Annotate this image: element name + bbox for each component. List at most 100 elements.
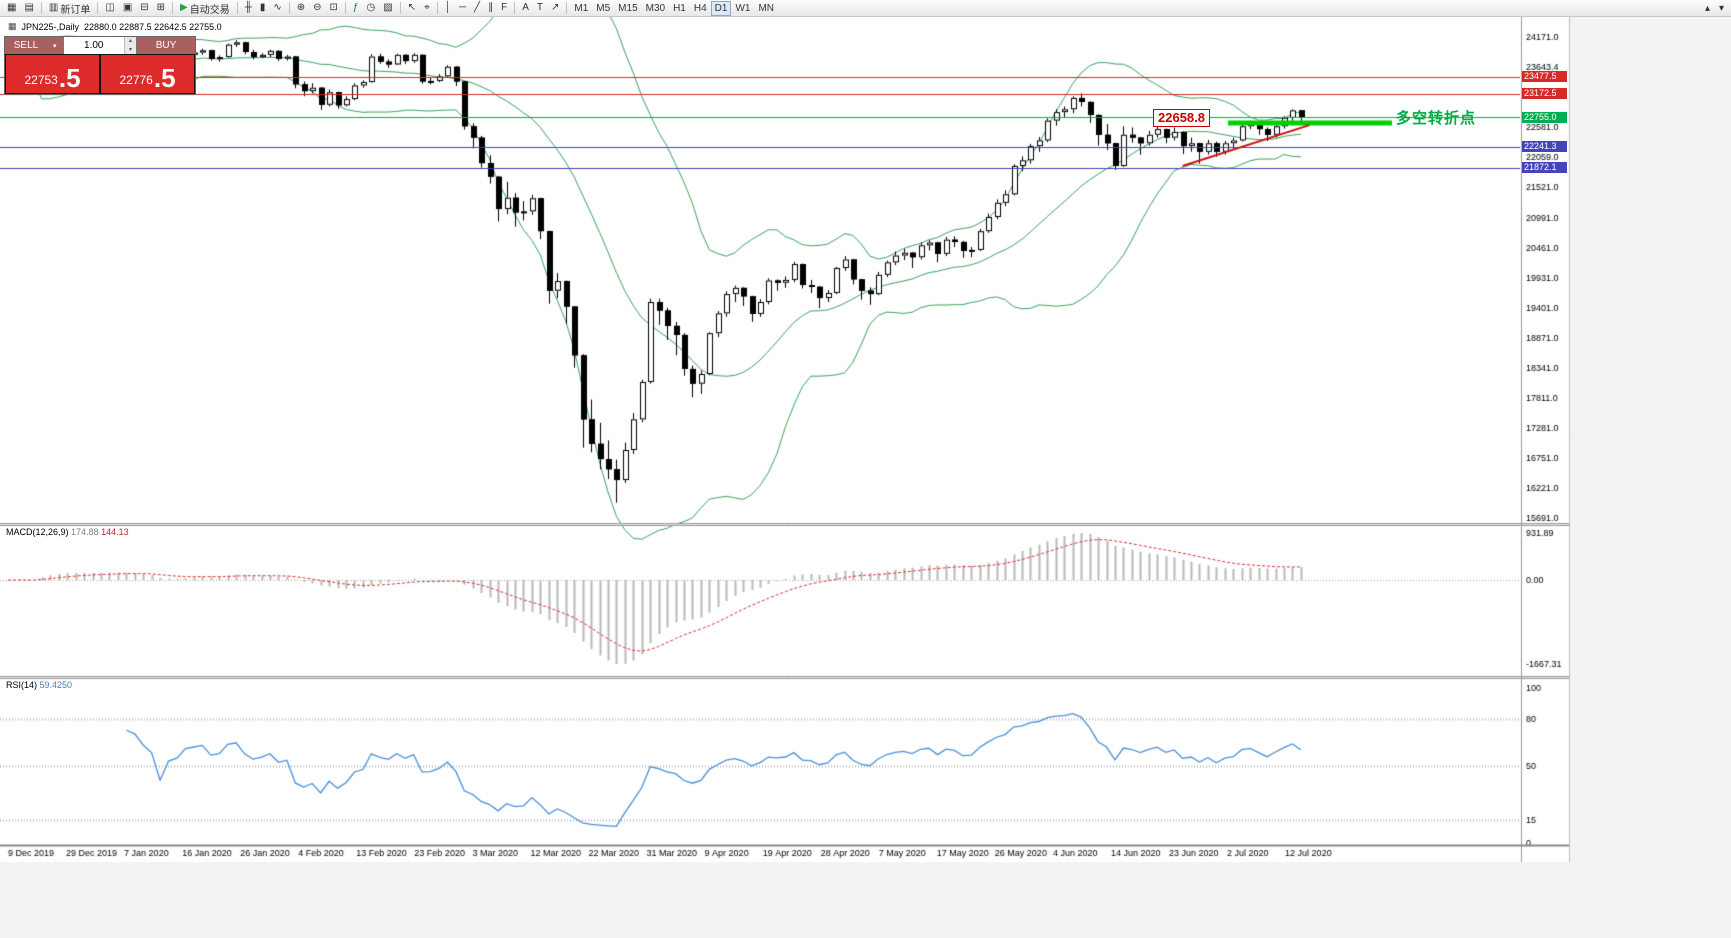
sell-button[interactable]: SELL bbox=[5, 37, 47, 54]
sell-dropdown-button[interactable]: ▾ bbox=[47, 37, 63, 54]
indicators-icon: ƒ bbox=[352, 2, 359, 13]
volume-up-icon[interactable]: ▴ bbox=[128, 38, 132, 44]
arrows-tool[interactable]: ↗ bbox=[547, 1, 563, 16]
price-tag: 22241.3 bbox=[1522, 141, 1567, 153]
toolbar: ▦ ▤ ▥ 新订单 ◫ ▣ ⊟ ⊞ ▶ 自动交易 ╫ ▮ ∿ ⊕ ⊖ ⊡ ƒ ◷ ▨ ↖ ⌖ │ ─ ╱ ∥ F A T ↗ M1 M5 M1… bbox=[0, 0, 1731, 17]
trendline[interactable]: ╱ bbox=[470, 1, 484, 16]
toolbar-overflow-up[interactable]: ▴ bbox=[1701, 1, 1714, 16]
new-chart[interactable]: ▦ bbox=[3, 1, 20, 16]
timeframe-mn[interactable]: MN bbox=[754, 1, 778, 16]
indicators[interactable]: ƒ bbox=[349, 1, 363, 16]
timeframe-m30[interactable]: M30 bbox=[642, 1, 669, 16]
text[interactable]: A bbox=[518, 1, 533, 16]
sell-price-button[interactable]: 22753.5 bbox=[6, 55, 99, 93]
toolbar-separator bbox=[288, 2, 290, 14]
zoom-in-icon: ⊕ bbox=[296, 2, 306, 13]
vertical-line-icon: │ bbox=[444, 2, 451, 13]
timeframe-d1[interactable]: D1 bbox=[710, 0, 732, 16]
price-tag: 22755.0 bbox=[1522, 111, 1567, 123]
toolbar-separator bbox=[236, 2, 238, 14]
price-level-callout[interactable]: 22658.8 bbox=[1153, 109, 1210, 127]
toolbar-separator bbox=[399, 2, 401, 14]
text-label[interactable]: T bbox=[533, 1, 547, 16]
bar-chart[interactable]: ╫ bbox=[241, 1, 256, 16]
macd-main-value: 174.88 bbox=[71, 527, 99, 537]
periods[interactable]: ◷ bbox=[362, 1, 379, 16]
buy-price-button[interactable]: 22776.5 bbox=[101, 55, 194, 93]
symbol-ohlc: 22880.0 22887.5 22642.5 22755.0 bbox=[84, 21, 222, 32]
timeframe-h4[interactable]: H4 bbox=[690, 1, 711, 16]
autotrading[interactable]: ▶ 自动交易 bbox=[176, 1, 234, 16]
arrows-tool-icon: ↗ bbox=[550, 2, 560, 13]
navigator-icon: ⊟ bbox=[140, 2, 149, 13]
terminal[interactable]: ⊞ bbox=[153, 1, 169, 16]
tile-windows-icon: ⊡ bbox=[329, 2, 338, 13]
timeframe-m15[interactable]: M15 bbox=[614, 1, 641, 16]
crosshair-icon: ⌖ bbox=[424, 2, 430, 13]
volume-down-icon[interactable]: ▾ bbox=[128, 46, 132, 53]
macd-indicator-label: MACD(12,26,9) 174.88 144.13 bbox=[6, 527, 129, 537]
chart-symbol-label: ▦ JPN225-,Daily 22880.0 22887.5 22642.5 … bbox=[8, 21, 222, 32]
price-tag: 23172.5 bbox=[1522, 88, 1567, 100]
buy-price-fraction: .5 bbox=[153, 63, 176, 93]
cursor-icon: ↖ bbox=[407, 2, 417, 13]
bar-chart-icon: ╫ bbox=[244, 2, 252, 13]
fibonacci-icon: F bbox=[501, 2, 508, 13]
profiles-icon: ▤ bbox=[24, 2, 34, 13]
data-window-icon: ▣ bbox=[122, 2, 133, 13]
toolbar-separator bbox=[172, 2, 174, 14]
sell-price-fraction: .5 bbox=[58, 63, 81, 93]
one-click-trading-panel: SELL ▾ 1.00 ▴ ▾ BUY 22753.5 22776.5 bbox=[4, 36, 196, 95]
zoom-out[interactable]: ⊖ bbox=[309, 1, 325, 16]
new-order[interactable]: ▥ 新订单 bbox=[45, 1, 94, 16]
crosshair[interactable]: ⌖ bbox=[420, 1, 434, 16]
toolbar-separator bbox=[436, 2, 438, 14]
volume-spinner[interactable]: ▴ ▾ bbox=[124, 37, 136, 54]
market-watch-icon: ◫ bbox=[105, 2, 115, 13]
volume-stepper[interactable]: 1.00 ▴ ▾ bbox=[62, 37, 137, 54]
trendline-icon: ╱ bbox=[474, 2, 481, 13]
volume-input[interactable]: 1.00 bbox=[84, 40, 104, 51]
line-chart-icon: ∿ bbox=[273, 2, 282, 13]
toolbar-separator bbox=[344, 2, 346, 14]
market-watch[interactable]: ◫ bbox=[101, 1, 118, 16]
timeframe-w1[interactable]: W1 bbox=[731, 1, 754, 16]
macd-signal-value: 144.13 bbox=[101, 527, 129, 537]
data-window[interactable]: ▣ bbox=[119, 1, 136, 16]
navigator[interactable]: ⊟ bbox=[136, 1, 152, 16]
profiles[interactable]: ▤ bbox=[20, 1, 37, 16]
price-tag: 23477.5 bbox=[1522, 71, 1567, 83]
cursor[interactable]: ↖ bbox=[404, 1, 420, 16]
line-chart[interactable]: ∿ bbox=[269, 1, 285, 16]
buy-button[interactable]: BUY bbox=[137, 37, 195, 54]
new-chart-icon: ▦ bbox=[7, 2, 17, 13]
turning-point-annotation: 多空转折点 bbox=[1396, 110, 1477, 127]
timeframe-m5[interactable]: M5 bbox=[592, 1, 614, 16]
chart-icon: ▦ bbox=[8, 21, 17, 31]
macd-name: MACD(12,26,9) bbox=[6, 527, 69, 537]
zoom-in[interactable]: ⊕ bbox=[293, 1, 309, 16]
periods-icon: ◷ bbox=[366, 2, 376, 13]
horizontal-line[interactable]: ─ bbox=[455, 1, 470, 16]
vertical-line[interactable]: │ bbox=[441, 1, 455, 16]
text-label-icon: T bbox=[536, 2, 543, 13]
rsi-indicator-label: RSI(14) 59.4250 bbox=[6, 680, 72, 690]
text-icon: A bbox=[522, 2, 529, 13]
toolbar-separator bbox=[514, 2, 516, 14]
templates[interactable]: ▨ bbox=[379, 1, 396, 16]
new-order-label: 新订单 bbox=[60, 4, 91, 16]
toolbar-separator bbox=[566, 2, 568, 14]
tile-windows[interactable]: ⊡ bbox=[326, 1, 342, 16]
toolbar-separator bbox=[97, 2, 99, 14]
equidistant-channel[interactable]: ∥ bbox=[484, 1, 497, 16]
sell-price-main: 22753 bbox=[24, 73, 58, 87]
autotrading-label: 自动交易 bbox=[189, 4, 230, 16]
fibonacci[interactable]: F bbox=[497, 1, 511, 16]
templates-icon: ▨ bbox=[383, 2, 393, 13]
toolbar-overflow-down[interactable]: ▾ bbox=[1715, 1, 1728, 16]
buy-price-main: 22776 bbox=[119, 73, 153, 87]
candlestick-chart[interactable]: ▮ bbox=[256, 1, 270, 16]
timeframe-m1[interactable]: M1 bbox=[570, 1, 592, 16]
timeframe-h1[interactable]: H1 bbox=[669, 1, 690, 16]
